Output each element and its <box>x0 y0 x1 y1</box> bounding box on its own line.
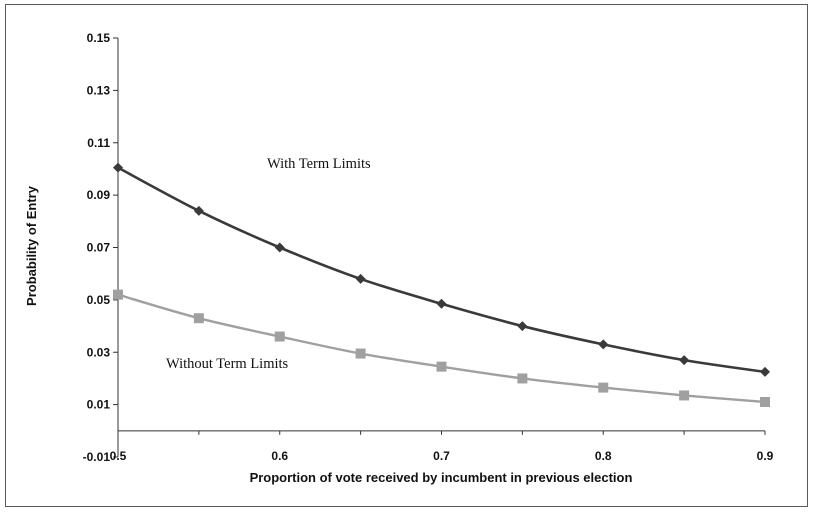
y-tick-label: 0.15 <box>87 31 111 45</box>
data-point <box>274 331 285 342</box>
x-axis-title: Proportion of vote received by incumbent… <box>250 470 633 485</box>
y-tick-label: 0.03 <box>87 345 111 359</box>
data-point <box>193 313 204 324</box>
axes: 0.15 0.13 0.11 0.09 0.07 0.05 0.03 0.01 -0.01 0.5… <box>83 31 774 464</box>
y-tick-label: 0.01 <box>87 398 111 412</box>
data-point <box>113 162 123 173</box>
series-line <box>117 293 766 404</box>
data-point <box>274 242 285 253</box>
y-tick-label: 0.09 <box>87 188 111 202</box>
annotation-without-term-limits: Without Term Limits <box>166 356 289 372</box>
data-point <box>436 361 447 372</box>
series-line <box>117 166 766 374</box>
chart-frame <box>5 4 808 507</box>
y-tick-label: 0.13 <box>87 83 111 97</box>
data-point <box>679 355 690 366</box>
data-point <box>760 366 770 377</box>
x-tick-label: 0.5 <box>110 449 127 463</box>
y-tick-label: 0.11 <box>87 136 110 150</box>
data-point <box>679 390 690 401</box>
data-point <box>517 373 528 384</box>
y-axis-title: Probability of Entry <box>24 185 39 306</box>
y-tick-label: -0.01 <box>83 450 111 464</box>
data-point <box>113 289 123 300</box>
series-layer <box>113 162 770 408</box>
data-point <box>436 298 447 309</box>
data-point <box>355 273 366 284</box>
x-tick-label: 0.6 <box>271 449 288 463</box>
x-tick-label: 0.8 <box>595 449 612 463</box>
data-point <box>598 382 609 393</box>
data-point <box>355 348 366 359</box>
data-point <box>193 205 204 216</box>
x-tick-label: 0.7 <box>433 449 450 463</box>
series-without-term-limits <box>113 289 770 408</box>
data-point <box>760 397 770 408</box>
annotation-with-term-limits: With Term Limits <box>267 156 371 172</box>
y-tick-label: 0.05 <box>87 293 111 307</box>
x-tick-label: 0.9 <box>757 449 774 463</box>
data-point <box>517 321 528 332</box>
series-with-term-limits <box>113 162 770 377</box>
y-tick-label: 0.07 <box>87 241 111 255</box>
data-point <box>598 339 609 350</box>
